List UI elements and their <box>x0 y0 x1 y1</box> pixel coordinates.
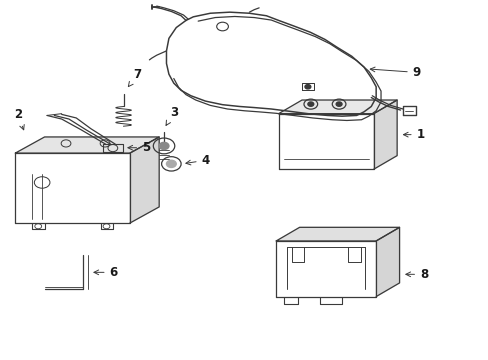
Polygon shape <box>130 137 159 223</box>
Polygon shape <box>375 227 399 297</box>
Text: 8: 8 <box>405 268 427 281</box>
Text: 1: 1 <box>403 128 424 141</box>
Text: 9: 9 <box>369 66 420 79</box>
Circle shape <box>305 85 310 89</box>
Text: 7: 7 <box>128 68 141 87</box>
Polygon shape <box>276 227 399 241</box>
Circle shape <box>166 160 176 167</box>
Polygon shape <box>373 100 396 169</box>
Text: 5: 5 <box>128 141 150 154</box>
Circle shape <box>335 102 341 106</box>
Text: 6: 6 <box>94 266 118 279</box>
Circle shape <box>159 142 168 149</box>
Polygon shape <box>278 100 396 114</box>
Text: 3: 3 <box>166 106 178 125</box>
Polygon shape <box>15 137 159 153</box>
Text: 2: 2 <box>14 108 24 130</box>
Text: 4: 4 <box>185 154 209 167</box>
Circle shape <box>307 102 313 106</box>
